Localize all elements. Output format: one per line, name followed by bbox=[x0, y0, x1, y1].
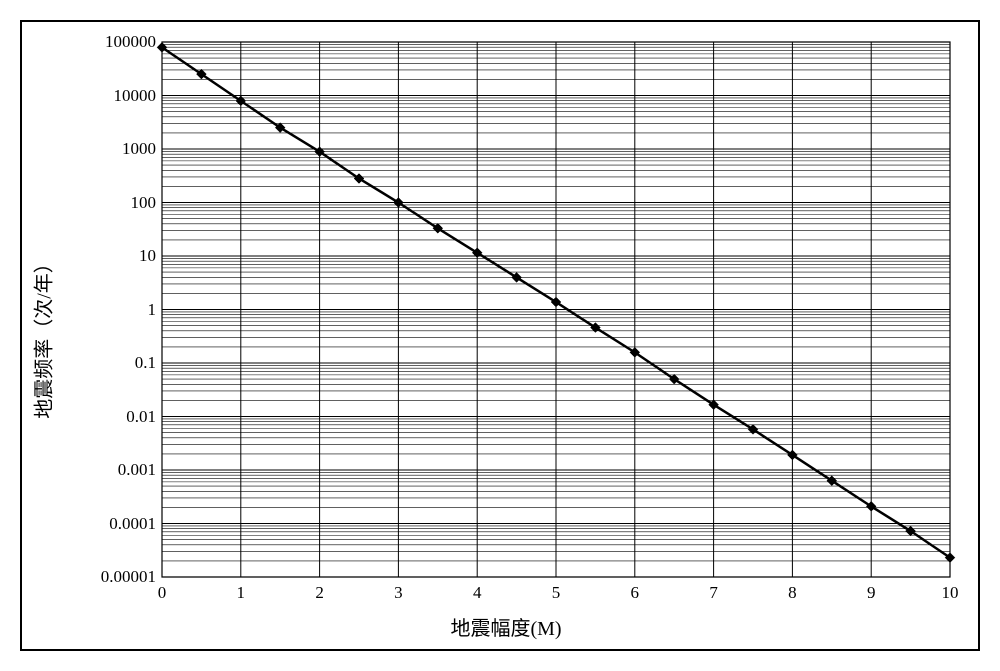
x-tick-label: 0 bbox=[158, 583, 167, 603]
y-tick-label: 100000 bbox=[105, 32, 156, 52]
y-tick-label: 0.0001 bbox=[109, 514, 156, 534]
y-tick-label: 0.001 bbox=[118, 460, 156, 480]
chart-inner: 地震频率（次/年） 0.000010.00010.0010.010.111010… bbox=[52, 34, 960, 637]
x-tick-label: 3 bbox=[394, 583, 403, 603]
x-tick-label: 1 bbox=[237, 583, 246, 603]
x-tick-label: 9 bbox=[867, 583, 876, 603]
plot-svg bbox=[162, 42, 950, 577]
x-tick-label: 7 bbox=[709, 583, 718, 603]
y-tick-label: 1 bbox=[148, 300, 157, 320]
y-tick-label: 0.00001 bbox=[101, 567, 156, 587]
y-tick-label: 1000 bbox=[122, 139, 156, 159]
plot-area: 0.000010.00010.0010.010.1110100100010000… bbox=[162, 42, 950, 577]
y-tick-label: 10 bbox=[139, 246, 156, 266]
x-tick-label: 8 bbox=[788, 583, 797, 603]
x-tick-label: 10 bbox=[942, 583, 959, 603]
y-tick-label: 0.01 bbox=[126, 407, 156, 427]
y-tick-label: 100 bbox=[131, 193, 157, 213]
x-tick-label: 6 bbox=[631, 583, 640, 603]
x-tick-label: 4 bbox=[473, 583, 482, 603]
y-tick-label: 10000 bbox=[114, 86, 157, 106]
y-tick-label: 0.1 bbox=[135, 353, 156, 373]
y-axis-label: 地震频率（次/年） bbox=[28, 253, 57, 419]
x-tick-label: 5 bbox=[552, 583, 561, 603]
chart-frame: 地震频率（次/年） 0.000010.00010.0010.010.111010… bbox=[20, 20, 980, 651]
x-tick-label: 2 bbox=[315, 583, 324, 603]
x-axis-label: 地震幅度(M) bbox=[450, 612, 561, 641]
